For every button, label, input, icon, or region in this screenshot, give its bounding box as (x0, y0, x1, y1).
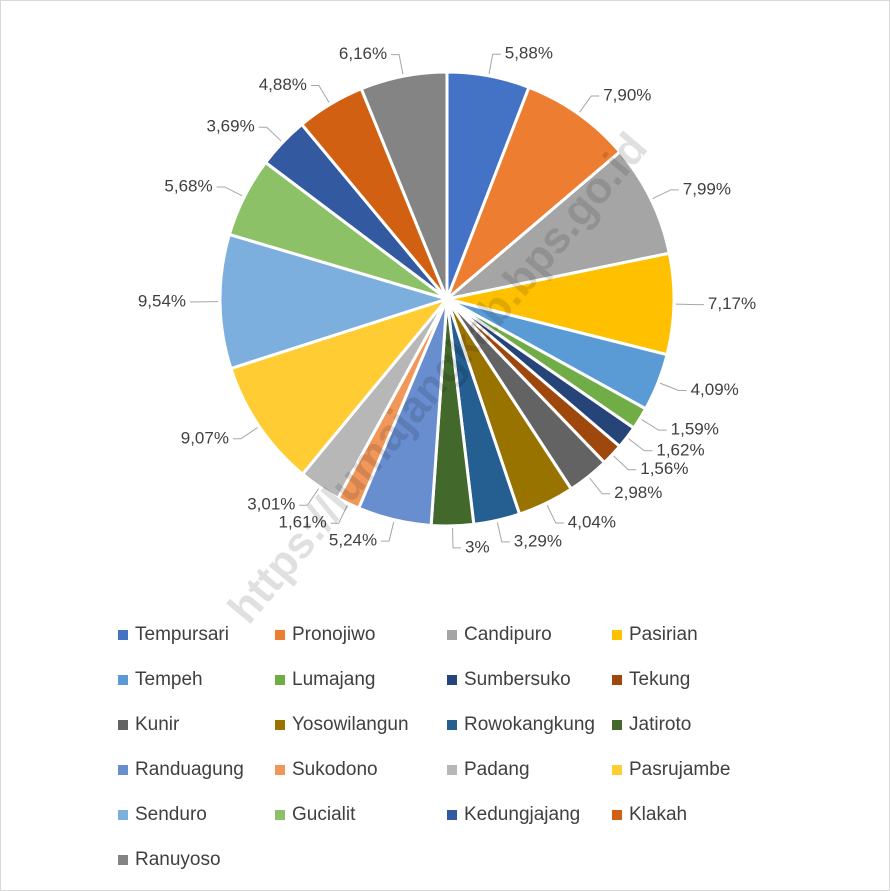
data-label: 7,99% (683, 179, 731, 198)
leader-line (330, 504, 348, 524)
legend-label: Kunir (135, 714, 180, 735)
legend-swatch (275, 765, 285, 775)
legend-swatch (118, 675, 128, 685)
legend-label: Candipuro (464, 624, 552, 645)
data-label: 9,07% (181, 428, 229, 447)
legend-label: Sumbersuko (464, 669, 571, 690)
legend-label: Rowokangkung (464, 714, 595, 735)
leader-line (258, 126, 282, 142)
legend-label: Sukodono (292, 759, 378, 780)
data-label: 1,59% (671, 420, 719, 439)
data-label: 4,04% (568, 512, 616, 531)
legend-swatch (118, 765, 128, 775)
legend-label: Randuagung (135, 759, 244, 780)
leader-line (641, 419, 667, 431)
legend-swatch (118, 720, 128, 730)
data-label: 3,69% (207, 117, 255, 136)
leader-line (232, 427, 258, 440)
data-label: 6,16% (339, 44, 387, 63)
data-label: 5,88% (505, 44, 553, 63)
pie-slice (446, 251, 676, 357)
data-label: 3% (465, 537, 490, 556)
data-label: 1,56% (640, 459, 688, 478)
legend-swatch (447, 720, 457, 730)
legend-swatch (118, 810, 128, 820)
data-label: 4,09% (691, 380, 739, 399)
legend-label: Kedungjajang (464, 804, 580, 825)
legend-label: Pasrujambe (629, 759, 730, 780)
data-label: 1,61% (279, 513, 327, 532)
leader-line (299, 488, 320, 506)
legend-swatch (118, 855, 128, 865)
leader-line (381, 521, 395, 542)
legend-swatch (447, 810, 457, 820)
legend-swatch (612, 630, 622, 640)
legend-swatch (275, 630, 285, 640)
legend-label: Lumajang (292, 669, 375, 690)
data-label: 3,01% (247, 495, 295, 514)
legend-label: Pasirian (629, 624, 698, 645)
data-label: 5,24% (329, 531, 377, 550)
legend-swatch (275, 720, 285, 730)
leader-line (652, 189, 679, 200)
pie-slice (359, 70, 449, 300)
data-label: 3,29% (514, 531, 562, 550)
legend-swatch (612, 675, 622, 685)
pie-slice (446, 149, 672, 301)
data-label: 5,68% (164, 176, 212, 195)
legend-swatch (118, 630, 128, 640)
pie-slice (218, 232, 453, 371)
leader-line (310, 84, 330, 103)
legend-label: Gucialit (292, 804, 356, 825)
legend-swatch (612, 810, 622, 820)
legend-swatch (612, 765, 622, 775)
legend-label: Tekung (629, 669, 690, 690)
leader-line (659, 382, 687, 391)
legend-swatch (447, 765, 457, 775)
pie-slice (445, 85, 623, 301)
legend-swatch (275, 675, 285, 685)
legend-label: Klakah (629, 804, 687, 825)
leader-line (546, 504, 564, 524)
data-label: 1,62% (656, 440, 704, 459)
data-label: 7,90% (603, 85, 651, 104)
leader-line (488, 53, 501, 74)
pie-slice (229, 296, 452, 477)
leader-line (589, 477, 611, 495)
leader-line (452, 527, 462, 549)
legend-label: Senduro (135, 804, 207, 825)
legend-swatch (447, 630, 457, 640)
legend-label: Jatiroto (629, 714, 691, 735)
leader-line (579, 95, 600, 113)
legend-swatch (275, 810, 285, 820)
leader-line (496, 522, 510, 543)
leader-line (216, 186, 243, 197)
legend-label: Padang (464, 759, 530, 780)
legend-label: Ranuyoso (135, 849, 221, 870)
legend-swatch (612, 720, 622, 730)
legend-label: Yosowilangun (292, 714, 409, 735)
legend-label: Tempursari (135, 624, 229, 645)
legend-label: Tempeh (135, 669, 203, 690)
legend-label: Pronojiwo (292, 624, 375, 645)
leader-line (391, 54, 404, 75)
legend-swatch (447, 675, 457, 685)
leader-line (628, 438, 653, 452)
leader-line (613, 455, 637, 471)
data-label: 4,88% (259, 75, 307, 94)
data-label: 9,54% (138, 291, 186, 310)
data-label: 2,98% (614, 483, 662, 502)
data-label: 7,17% (708, 294, 756, 313)
